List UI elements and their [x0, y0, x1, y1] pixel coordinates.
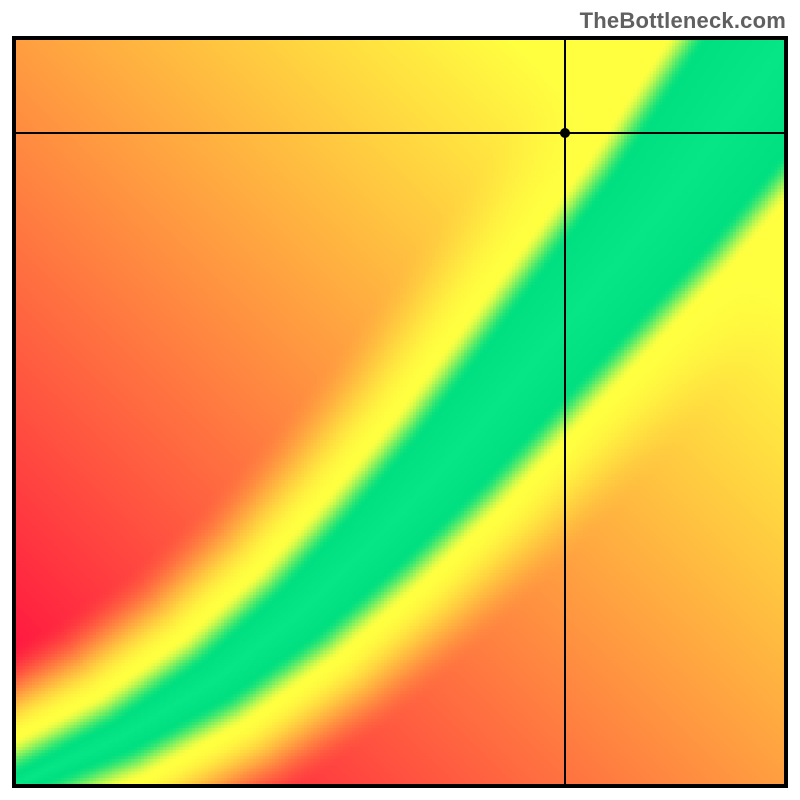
crosshair-horizontal: [16, 132, 784, 134]
crosshair-marker: [560, 128, 570, 138]
crosshair-vertical: [564, 40, 566, 784]
watermark-text: TheBottleneck.com: [580, 8, 786, 34]
plot-area: [16, 40, 784, 784]
plot-frame: [12, 36, 788, 788]
root: TheBottleneck.com: [0, 0, 800, 800]
heatmap-canvas: [16, 40, 784, 784]
